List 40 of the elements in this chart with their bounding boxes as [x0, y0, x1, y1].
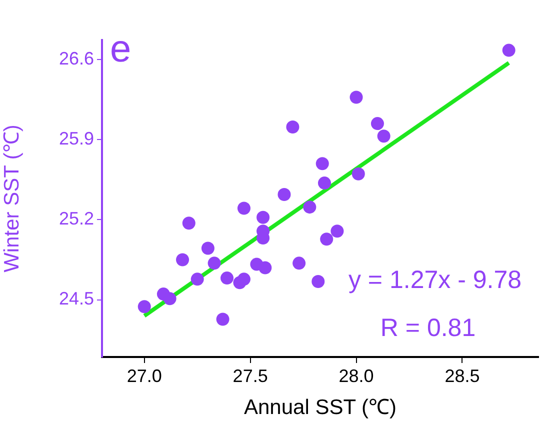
x-tick-label: 27.5: [232, 366, 268, 386]
point: [286, 120, 300, 134]
point: [258, 261, 272, 274]
point: [208, 256, 221, 270]
point: [370, 117, 384, 130]
point: [176, 253, 190, 266]
point: [320, 232, 334, 246]
point: [352, 167, 365, 180]
x-tick-label: 27.0: [126, 366, 162, 386]
point: [237, 202, 250, 215]
point: [318, 176, 331, 190]
point: [256, 210, 270, 224]
annotation: R = 0.81: [380, 314, 476, 342]
x-tick-label: 28.0: [338, 366, 374, 386]
point: [502, 44, 516, 57]
y-tick-label: 25.9: [58, 128, 94, 149]
point: [278, 188, 291, 201]
annotation: y = 1.27x - 9.78: [348, 266, 522, 294]
point: [233, 276, 246, 290]
point: [190, 272, 204, 286]
point: [330, 224, 344, 238]
point: [292, 256, 306, 270]
y-axis-title: Winter SST (℃): [0, 124, 24, 272]
annotation: e: [110, 28, 132, 70]
point: [138, 300, 151, 314]
point: [182, 216, 196, 230]
x-tick-label: 28.5: [444, 366, 480, 386]
y-tick-label: 26.6: [58, 48, 94, 68]
point: [303, 200, 316, 214]
y-tick-label: 25.2: [58, 208, 94, 229]
point: [163, 292, 176, 306]
point: [216, 312, 230, 326]
point: [350, 90, 363, 104]
y-tick-label: 24.5: [58, 288, 94, 309]
point: [316, 157, 329, 170]
point: [201, 242, 214, 255]
x-axis-title: Annual SST (℃): [244, 396, 397, 420]
point: [377, 130, 390, 143]
point: [312, 274, 325, 288]
point: [220, 272, 234, 285]
